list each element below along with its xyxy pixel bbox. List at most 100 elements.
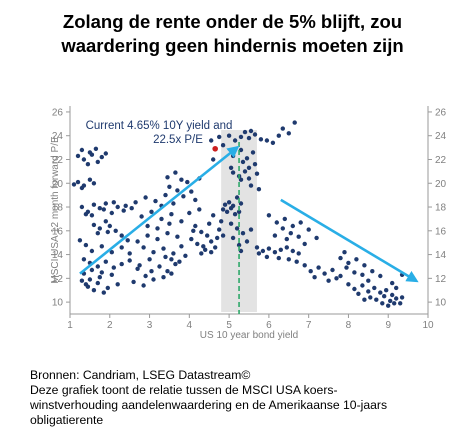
x-tick-label: 9 — [385, 320, 391, 331]
data-point — [77, 238, 83, 243]
data-point — [240, 231, 246, 236]
y-tick-label-left: 24 — [52, 131, 64, 142]
data-point — [220, 143, 226, 148]
data-point — [236, 242, 242, 248]
x-tick-label: 6 — [266, 320, 272, 331]
data-point — [203, 247, 208, 252]
data-point — [296, 234, 301, 239]
data-point — [280, 226, 285, 231]
data-point — [209, 250, 214, 255]
description-line-2: winstverhouding aandelenwaardering en de… — [30, 398, 388, 412]
data-point — [103, 151, 109, 156]
x-tick-label: 1 — [67, 320, 73, 331]
data-point — [360, 283, 365, 288]
data-point — [71, 182, 77, 187]
data-point — [169, 212, 174, 217]
data-point — [87, 177, 93, 182]
data-point — [195, 241, 200, 247]
data-point — [272, 250, 278, 255]
data-point — [91, 202, 97, 207]
data-point — [177, 259, 182, 264]
data-point — [149, 269, 154, 274]
data-point — [205, 233, 210, 238]
x-tick-label: 2 — [107, 320, 113, 331]
data-point — [288, 231, 293, 236]
data-point — [131, 279, 136, 285]
data-point — [109, 272, 115, 277]
y-axis-label: MSCI USA 12 month forward P/E — [50, 136, 61, 284]
data-point — [75, 153, 81, 159]
data-point — [149, 209, 154, 214]
data-point — [368, 295, 373, 300]
data-point — [238, 134, 244, 140]
data-point — [179, 177, 184, 182]
data-point — [115, 282, 120, 287]
data-point — [276, 133, 281, 138]
data-point — [159, 216, 164, 222]
y-tick-label-right: 22 — [435, 155, 447, 166]
data-point — [372, 285, 377, 291]
data-point — [246, 135, 252, 141]
data-point — [394, 296, 399, 301]
data-point — [95, 231, 101, 236]
y-tick-label-right: 16 — [435, 226, 447, 237]
data-point — [125, 238, 130, 243]
data-point — [165, 269, 170, 274]
data-point — [105, 285, 111, 291]
x-tick-label: 10 — [422, 320, 434, 331]
data-point — [151, 250, 156, 255]
data-point — [334, 276, 339, 281]
data-point — [179, 219, 184, 224]
data-point — [242, 169, 248, 174]
data-point — [219, 219, 224, 224]
data-point — [254, 171, 260, 176]
data-point — [153, 198, 158, 204]
data-point — [238, 201, 244, 206]
data-point — [173, 170, 178, 175]
data-point — [290, 248, 295, 254]
data-point — [260, 248, 266, 254]
data-point — [127, 251, 132, 256]
data-point — [286, 131, 291, 136]
data-point — [89, 267, 95, 273]
data-point — [83, 242, 89, 248]
data-point — [111, 265, 117, 270]
data-point — [141, 283, 146, 288]
y-tick-label-right: 18 — [435, 203, 447, 214]
data-point — [211, 213, 216, 218]
data-point — [197, 207, 202, 212]
chart-title-line-2: waardering geen hindernis moeten zijn — [61, 35, 404, 56]
data-point — [93, 146, 99, 151]
data-point — [103, 259, 109, 264]
data-point — [380, 301, 385, 306]
data-point — [224, 209, 230, 214]
data-point — [109, 210, 115, 216]
data-point — [220, 207, 226, 212]
data-point — [244, 239, 250, 244]
chart-footer: Bronnen: Candriam, LSEG Datastream© Deze… — [30, 368, 460, 428]
data-point — [91, 181, 97, 186]
data-point — [232, 138, 238, 143]
data-point — [215, 235, 220, 241]
data-point — [157, 264, 162, 269]
data-point — [137, 263, 142, 268]
data-point — [121, 208, 126, 213]
data-point — [127, 258, 132, 263]
data-point — [298, 220, 303, 225]
data-point — [101, 290, 107, 295]
y-tick-label-left: 14 — [52, 250, 64, 261]
data-point — [278, 247, 283, 252]
data-point — [209, 239, 214, 244]
data-point — [252, 132, 258, 137]
data-point — [173, 261, 178, 267]
data-point — [81, 157, 87, 162]
data-point — [338, 255, 343, 261]
data-point — [155, 236, 160, 242]
chart-title-line-1: Zolang de rente onder de 5% blijft, zou — [62, 11, 403, 32]
data-point — [256, 187, 262, 192]
data-point — [151, 277, 156, 282]
data-point — [183, 253, 188, 258]
annotation-line-2: 22.5x P/E — [153, 134, 203, 146]
data-point — [181, 194, 186, 199]
data-point — [234, 195, 240, 200]
